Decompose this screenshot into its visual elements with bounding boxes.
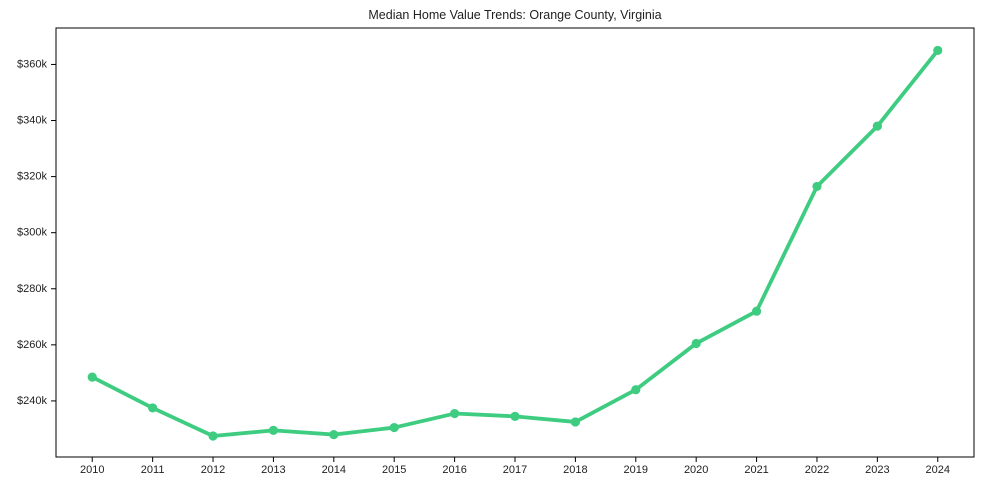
data-point-2017	[510, 411, 520, 421]
x-tick-label: 2013	[261, 464, 285, 476]
x-tick-label: 2016	[442, 464, 466, 476]
x-tick-label: 2019	[624, 464, 648, 476]
data-point-2023	[872, 121, 882, 131]
x-tick-label: 2024	[926, 464, 950, 476]
data-point-2010	[87, 372, 97, 382]
data-point-2022	[812, 181, 822, 192]
data-point-2021	[751, 306, 762, 316]
y-tick-label: $240k	[17, 395, 47, 407]
data-point-2012	[208, 431, 218, 441]
data-point-2015	[389, 422, 399, 433]
y-tick-label: $320k	[17, 171, 47, 183]
data-point-2011	[148, 403, 158, 413]
data-point-2020	[691, 338, 701, 349]
x-tick-label: 2011	[141, 464, 165, 476]
x-tick-label: 2010	[80, 464, 104, 476]
x-tick-label: 2012	[201, 464, 225, 476]
x-tick-label: 2018	[563, 464, 587, 476]
data-point-2016	[450, 408, 460, 419]
y-tick-label: $300k	[17, 227, 47, 239]
data-point-2014	[329, 429, 339, 440]
data-point-2018	[570, 417, 580, 427]
y-tick-label: $360k	[17, 58, 47, 70]
x-tick-label: 2021	[744, 464, 768, 476]
line-series	[90, 48, 940, 438]
chart-title: Median Home Value Trends: Orange County,…	[368, 8, 662, 22]
y-tick-label: $340k	[17, 115, 47, 127]
x-tick-label: 2014	[322, 464, 346, 476]
x-tick-label: 2023	[865, 464, 889, 476]
data-point-2019	[631, 385, 641, 395]
x-tick-label: 2022	[805, 464, 829, 476]
x-tick-label: 2020	[684, 464, 708, 476]
data-point-2013	[268, 425, 279, 435]
x-tick-label: 2017	[503, 464, 527, 476]
data-point-2024	[933, 45, 943, 56]
y-tick-label: $260k	[17, 339, 47, 351]
plot-frame	[55, 27, 975, 458]
x-tick-label: 2015	[382, 464, 406, 476]
y-tick-label: $280k	[17, 283, 47, 295]
